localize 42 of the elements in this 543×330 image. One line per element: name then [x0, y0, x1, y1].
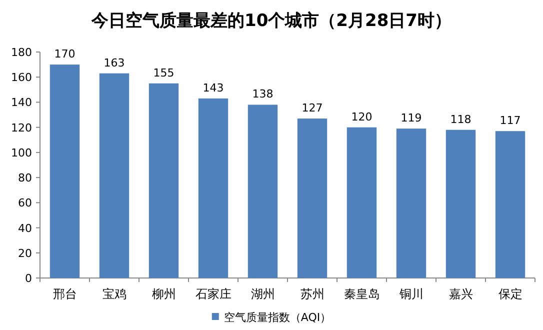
bar [198, 98, 228, 278]
bar [396, 128, 426, 278]
bar [50, 64, 80, 278]
data-label: 138 [252, 88, 274, 101]
bar [148, 83, 179, 278]
data-label: 163 [104, 56, 125, 70]
bar [248, 104, 278, 278]
y-tick-label: 140 [11, 96, 32, 110]
x-tick-label: 宝鸡 [102, 287, 126, 301]
bar [297, 118, 328, 278]
legend-label: 空气质量指数（AQI） [224, 311, 332, 324]
bar [346, 127, 377, 278]
data-label: 120 [351, 110, 372, 124]
y-tick-label: 80 [18, 172, 32, 185]
bar [99, 73, 130, 278]
x-tick-label: 铜川 [398, 287, 424, 301]
x-tick-label: 湖州 [250, 287, 275, 301]
data-label: 170 [54, 48, 76, 61]
data-label: 127 [302, 102, 323, 115]
data-label: 118 [450, 112, 472, 126]
y-tick-label: 100 [11, 146, 32, 160]
x-tick-label: 邢台 [52, 287, 77, 301]
y-tick-label: 160 [11, 71, 32, 84]
data-label: 155 [153, 66, 174, 80]
y-tick-label: 60 [18, 196, 32, 210]
data-label: 143 [202, 81, 224, 94]
y-tick-label: 20 [18, 246, 32, 260]
chart-title: 今日空气质量最差的10个城市（2月28日7时） [90, 11, 452, 31]
y-tick-label: 0 [25, 272, 32, 285]
bar [495, 131, 526, 278]
data-label: 117 [500, 114, 521, 128]
x-tick-label: 石家庄 [195, 287, 232, 301]
y-tick-label: 180 [11, 46, 32, 59]
x-tick-label: 柳州 [152, 287, 176, 301]
x-tick-label: 保定 [498, 287, 522, 301]
y-tick-label: 40 [18, 222, 32, 235]
data-label: 119 [400, 112, 422, 125]
x-tick-label: 秦皇岛 [344, 287, 380, 301]
bar [446, 130, 476, 278]
x-tick-label: 嘉兴 [448, 287, 473, 301]
y-tick-label: 120 [11, 121, 32, 134]
x-tick-label: 苏州 [300, 287, 324, 301]
